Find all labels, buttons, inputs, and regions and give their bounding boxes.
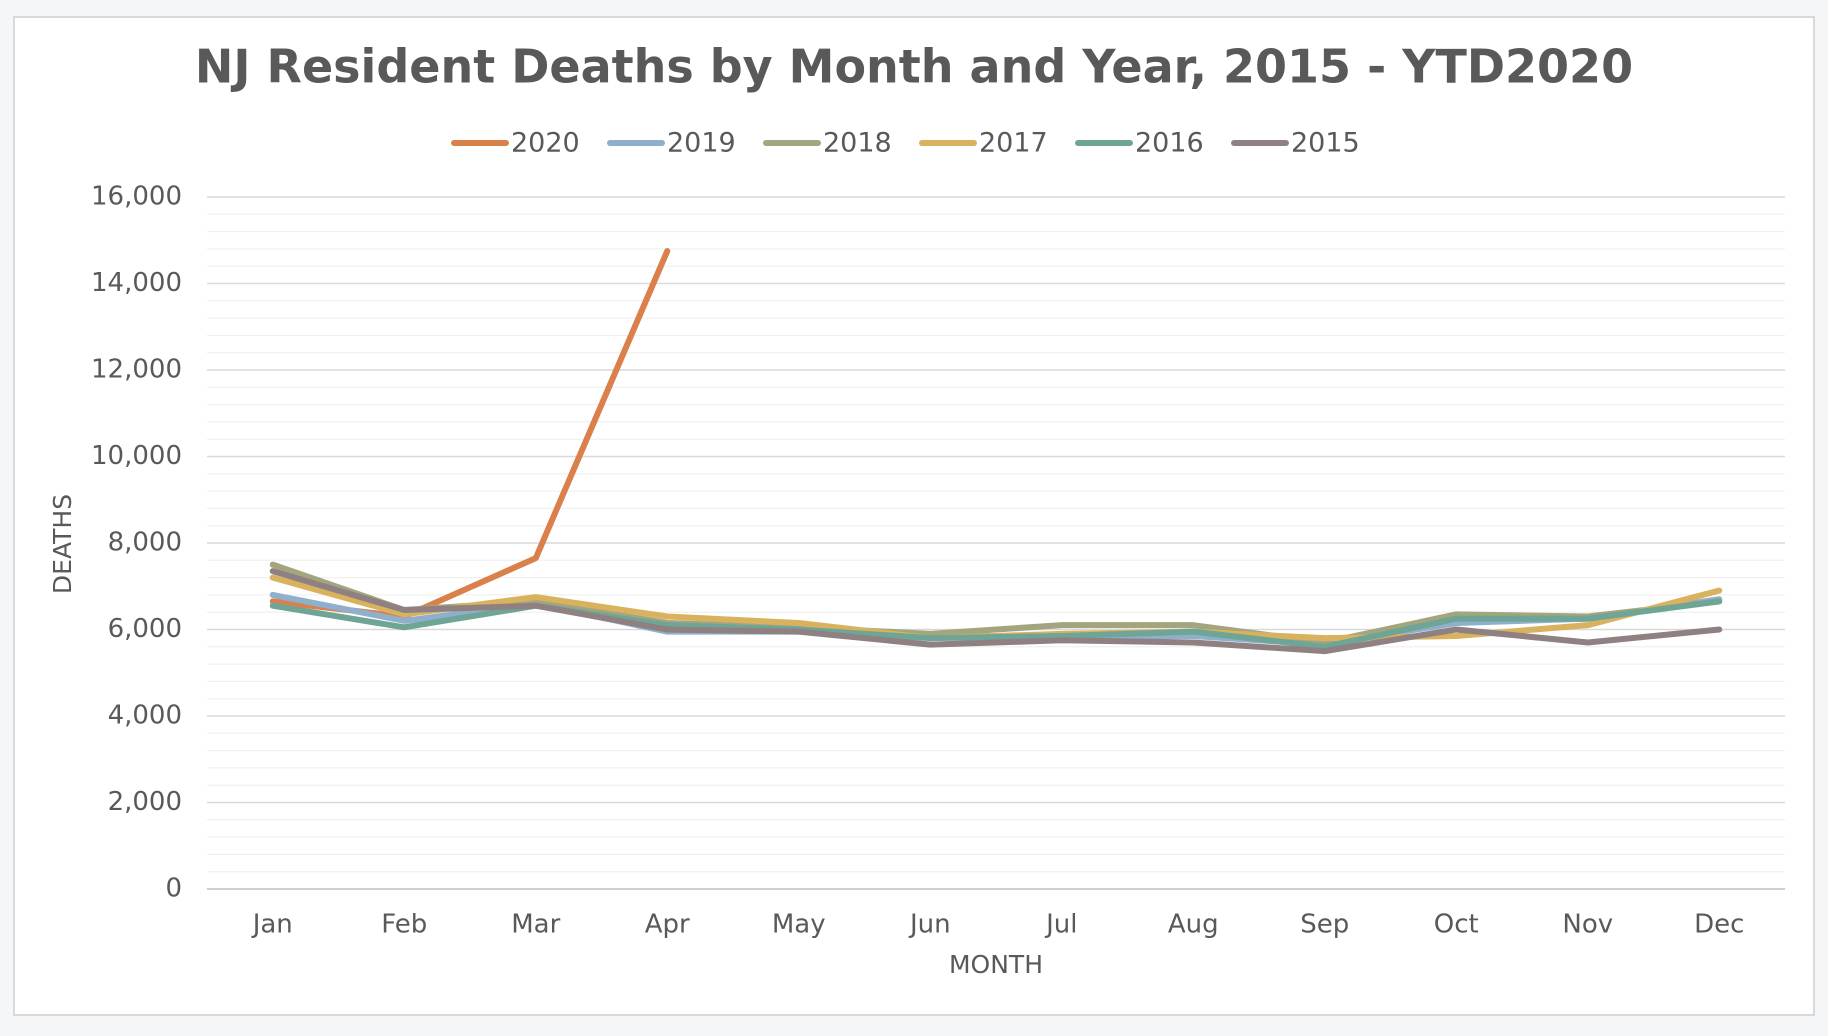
y-axis-label: DEATHS — [48, 494, 77, 594]
y-tick-label: 6,000 — [108, 614, 182, 644]
x-tick-label: Dec — [1694, 910, 1744, 940]
x-tick-label: Sep — [1300, 910, 1349, 940]
x-tick-label: Nov — [1562, 910, 1613, 940]
series-line — [269, 568, 1723, 655]
legend-label: 2020 — [511, 128, 580, 159]
x-tick-label: Apr — [645, 910, 690, 940]
y-tick-label: 10,000 — [91, 441, 182, 471]
chart-frame — [13, 16, 1815, 1016]
x-axis-label: MONTH — [949, 950, 1043, 979]
chart-title: NJ Resident Deaths by Month and Year, 20… — [195, 40, 1633, 94]
y-tick-label: 4,000 — [108, 701, 182, 731]
y-tick-label: 16,000 — [91, 182, 182, 212]
y-tick-label: 14,000 — [91, 268, 182, 298]
y-tick-label: 2,000 — [108, 787, 182, 817]
legend-label: 2017 — [979, 128, 1048, 159]
x-tick-label: Mar — [511, 910, 560, 940]
y-tick-label: 0 — [165, 874, 182, 904]
x-tick-label: May — [772, 910, 826, 940]
legend-label: 2018 — [823, 128, 892, 159]
x-tick-label: Aug — [1168, 910, 1219, 940]
x-tick-label: Jan — [251, 910, 293, 940]
x-tick-label: Oct — [1434, 910, 1479, 940]
legend-label: 2019 — [667, 128, 736, 159]
legend-label: 2015 — [1291, 128, 1360, 159]
y-tick-label: 12,000 — [91, 355, 182, 385]
legend-label: 2016 — [1135, 128, 1204, 159]
y-tick-label: 8,000 — [108, 528, 182, 558]
x-tick-label: Jun — [908, 910, 951, 940]
x-tick-label: Feb — [381, 910, 427, 940]
x-tick-label: Jul — [1044, 910, 1077, 940]
